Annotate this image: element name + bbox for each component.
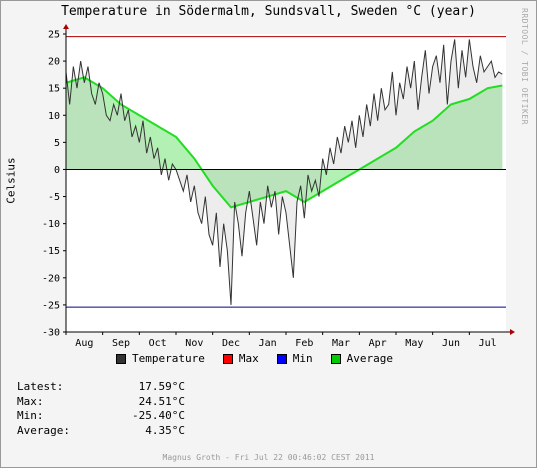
y-tick-label: -20 xyxy=(42,273,60,284)
stat-min: Min: -25.40°C xyxy=(17,409,185,424)
legend-label-temperature: Temperature xyxy=(132,352,205,365)
legend-swatch-average xyxy=(330,353,341,364)
legend-item-max: Max xyxy=(222,352,259,365)
rrdtool-watermark: RRDTOOL / TOBI OETIKER xyxy=(520,8,529,125)
y-tick-label: -30 xyxy=(42,328,60,339)
y-tick-label: -5 xyxy=(48,192,60,203)
legend-item-min: Min xyxy=(276,352,313,365)
stat-latest: Latest: 17.59°C xyxy=(17,380,185,395)
y-axis-arrow xyxy=(63,24,69,29)
stat-max: Max: 24.51°C xyxy=(17,395,185,410)
x-tick-label: Feb xyxy=(295,338,313,349)
stat-average: Average: 4.35°C xyxy=(17,424,185,439)
x-tick-label: Oct xyxy=(149,338,167,349)
x-axis-arrow xyxy=(510,329,515,335)
footer-credit: Magnus Groth - Fri Jul 22 00:46:02 CEST … xyxy=(162,453,375,462)
stat-max-label: Max: xyxy=(17,394,44,408)
stat-average-value: 4.35°C xyxy=(145,423,185,437)
y-tick-label: -15 xyxy=(42,246,60,257)
legend: Temperature Max Min Average xyxy=(116,352,411,365)
legend-swatch-min xyxy=(276,353,287,364)
stat-latest-label: Latest: xyxy=(17,380,64,393)
stat-min-label: Min: xyxy=(17,409,44,422)
legend-label-max: Max xyxy=(238,352,259,365)
x-tick-label: Jun xyxy=(442,338,460,349)
y-tick-label: 25 xyxy=(48,30,60,41)
temperature-area xyxy=(66,39,503,305)
stats-panel: Latest: 17.59°C Max: 24.51°C Min: -25.40°C … xyxy=(17,380,185,438)
x-tick-label: May xyxy=(405,338,423,349)
x-tick-label: Jan xyxy=(259,338,277,349)
legend-label-average: Average xyxy=(346,352,393,365)
chart-title: Temperature in Södermalm, Sundsvall, Swe… xyxy=(61,4,476,19)
stat-min-value: -25.40°C xyxy=(132,409,185,422)
legend-swatch-max xyxy=(222,353,233,364)
y-tick-label: 0 xyxy=(54,165,60,176)
x-tick-label: Nov xyxy=(185,338,203,349)
stat-max-value: 24.51°C xyxy=(138,394,185,408)
series-line-average xyxy=(65,76,503,209)
legend-label-min: Min xyxy=(292,352,313,365)
y-tick-label: 20 xyxy=(48,57,60,68)
y-tick-label: 15 xyxy=(48,84,60,95)
average-area xyxy=(66,77,503,208)
x-tick-label: Mar xyxy=(332,338,350,349)
x-tick-label: Jul xyxy=(479,338,497,349)
y-tick-label: 5 xyxy=(54,138,60,149)
y-tick-label: 10 xyxy=(48,111,60,122)
legend-item-temperature: Temperature xyxy=(116,352,205,365)
x-tick-label: Aug xyxy=(75,338,93,349)
legend-item-average: Average xyxy=(330,352,393,365)
x-tick-label: Dec xyxy=(222,338,240,349)
y-tick-label: -10 xyxy=(42,219,60,230)
stat-latest-value: 17.59°C xyxy=(138,380,185,393)
legend-swatch-temperature xyxy=(116,353,126,364)
stat-average-label: Average: xyxy=(17,423,70,437)
x-tick-label: Apr xyxy=(369,338,387,349)
series-line-temperature xyxy=(65,39,503,305)
y-tick-label: -25 xyxy=(42,300,60,311)
x-tick-label: Sep xyxy=(112,338,130,349)
